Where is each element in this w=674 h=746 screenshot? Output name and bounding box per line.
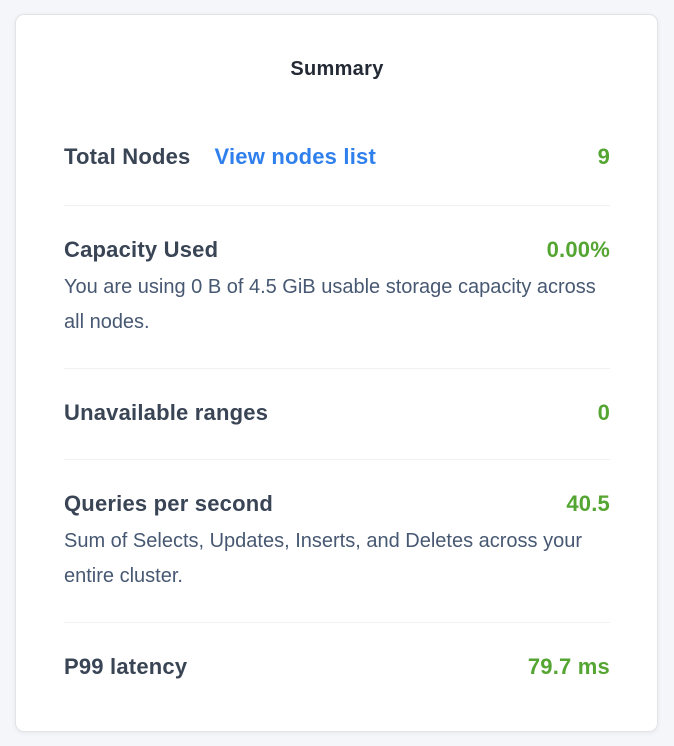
stat-row: Unavailable ranges 0 (64, 399, 610, 427)
capacity-used-label: Capacity Used (64, 237, 219, 262)
panel-title: Summary (290, 58, 384, 80)
total-nodes-label: Total Nodes (64, 144, 191, 169)
stat-section-p99-latency: P99 latency 79.7 ms (64, 623, 610, 703)
capacity-used-value: 0.00% (546, 237, 610, 262)
stat-section-queries-per-second: Queries per second 40.5 Sum of Selects, … (64, 460, 610, 623)
p99-latency-label: P99 latency (64, 654, 188, 679)
view-nodes-list-link[interactable]: View nodes list (214, 144, 377, 169)
stat-section-capacity-used: Capacity Used 0.00% You are using 0 B of… (64, 206, 610, 369)
p99-latency-value: 79.7 ms (527, 654, 610, 679)
capacity-used-description: You are using 0 B of 4.5 GiB usable stor… (64, 276, 596, 333)
queries-per-second-label: Queries per second (64, 491, 274, 516)
stat-row: P99 latency 79.7 ms (64, 653, 610, 681)
unavailable-ranges-value: 0 (597, 400, 610, 425)
stat-row: Total Nodes View nodes list 9 (64, 143, 610, 171)
queries-per-second-description: Sum of Selects, Updates, Inserts, and De… (64, 530, 583, 587)
stat-row: Queries per second 40.5 (64, 490, 610, 518)
total-nodes-value: 9 (597, 144, 610, 169)
unavailable-ranges-label: Unavailable ranges (64, 400, 269, 425)
stat-section-total-nodes: Total Nodes View nodes list 9 (64, 113, 610, 206)
stat-left-group: Total Nodes View nodes list (64, 143, 376, 171)
queries-per-second-value: 40.5 (566, 491, 610, 516)
stat-row: Capacity Used 0.00% (64, 236, 610, 264)
stat-section-unavailable-ranges: Unavailable ranges 0 (64, 369, 610, 460)
summary-panel: Summary Total Nodes View nodes list 9 Ca… (15, 14, 658, 732)
